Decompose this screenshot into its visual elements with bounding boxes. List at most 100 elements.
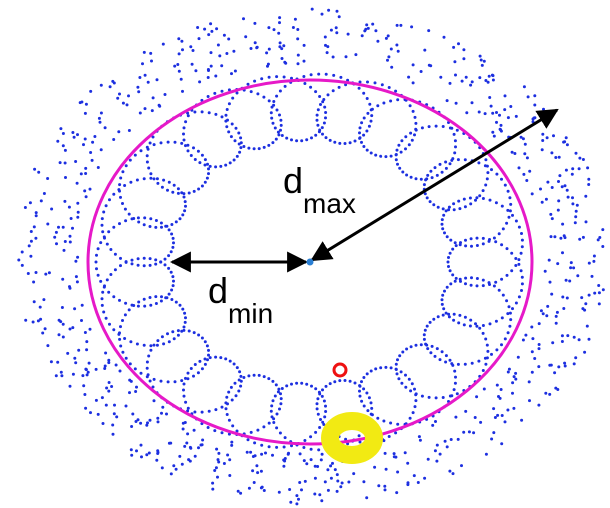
dot xyxy=(235,394,238,397)
dot xyxy=(201,110,204,113)
dot xyxy=(457,200,460,203)
dot xyxy=(189,45,192,48)
dot xyxy=(484,363,487,366)
dot xyxy=(511,381,514,384)
dot xyxy=(396,163,399,166)
dot xyxy=(446,445,449,448)
dot xyxy=(450,394,453,397)
dot xyxy=(194,363,197,366)
dot xyxy=(366,372,369,375)
dot xyxy=(173,184,176,187)
dot xyxy=(274,127,277,130)
dot xyxy=(400,139,403,142)
dot xyxy=(324,410,327,413)
dot xyxy=(255,46,258,49)
dot xyxy=(490,353,493,356)
dot xyxy=(62,336,65,339)
dot xyxy=(149,225,152,228)
dot xyxy=(77,211,80,214)
dot xyxy=(102,422,105,425)
dot xyxy=(329,382,332,385)
dot xyxy=(263,146,266,149)
dot xyxy=(333,380,336,383)
dot xyxy=(377,484,380,487)
dot xyxy=(359,395,362,398)
dot xyxy=(582,236,585,239)
dot xyxy=(482,324,485,327)
dot xyxy=(43,192,46,195)
dot xyxy=(288,488,291,491)
dot xyxy=(572,266,575,269)
dot xyxy=(305,383,308,386)
dot xyxy=(443,36,446,39)
dot xyxy=(105,387,108,390)
dot xyxy=(397,50,400,53)
dot xyxy=(321,395,324,398)
dot xyxy=(297,62,300,65)
dot xyxy=(296,28,299,31)
dot xyxy=(396,24,399,27)
dot-layer xyxy=(17,8,605,506)
dot xyxy=(115,364,118,367)
dot xyxy=(247,83,250,86)
dot xyxy=(336,10,339,13)
dot xyxy=(69,328,72,331)
dot xyxy=(561,296,564,299)
dot xyxy=(135,386,138,389)
dot xyxy=(453,388,456,391)
dot xyxy=(156,182,159,185)
dot xyxy=(30,230,33,233)
dot xyxy=(478,194,481,197)
dot xyxy=(320,499,323,502)
dot xyxy=(180,40,183,43)
dot xyxy=(410,25,413,28)
dot xyxy=(21,264,24,267)
dot xyxy=(507,190,510,193)
dot xyxy=(143,305,146,308)
dot xyxy=(234,70,237,73)
dot xyxy=(331,462,334,465)
dot xyxy=(156,452,159,455)
dot xyxy=(531,371,534,374)
dot xyxy=(253,80,256,83)
dot xyxy=(388,435,391,438)
dot xyxy=(285,384,288,387)
dot xyxy=(143,223,146,226)
dot xyxy=(469,325,472,328)
dot xyxy=(530,326,533,329)
dot xyxy=(104,365,107,368)
dot xyxy=(330,477,333,480)
dot xyxy=(520,289,523,292)
dot xyxy=(198,360,201,363)
dot xyxy=(389,100,392,103)
dot xyxy=(441,298,444,301)
dot xyxy=(279,90,282,93)
dot xyxy=(522,173,525,176)
dot xyxy=(566,143,569,146)
dot xyxy=(540,309,543,312)
dot xyxy=(101,396,104,399)
dot xyxy=(455,244,458,247)
dot xyxy=(511,307,514,310)
dot xyxy=(149,172,152,175)
dot xyxy=(173,337,176,340)
dot xyxy=(452,472,455,475)
dot xyxy=(166,189,169,192)
label-sub: max xyxy=(303,188,356,219)
dot xyxy=(562,307,565,310)
dot xyxy=(510,252,513,255)
dot xyxy=(294,18,297,21)
dot xyxy=(492,74,495,77)
dot xyxy=(263,489,266,492)
dot xyxy=(118,338,121,341)
dot xyxy=(471,80,474,83)
dot xyxy=(119,345,122,348)
dot xyxy=(192,146,195,149)
dot xyxy=(244,35,247,38)
dot xyxy=(179,217,182,220)
dot xyxy=(247,438,250,441)
dot xyxy=(476,244,479,247)
dot xyxy=(368,396,371,399)
dot xyxy=(330,29,333,32)
dot xyxy=(478,327,481,330)
